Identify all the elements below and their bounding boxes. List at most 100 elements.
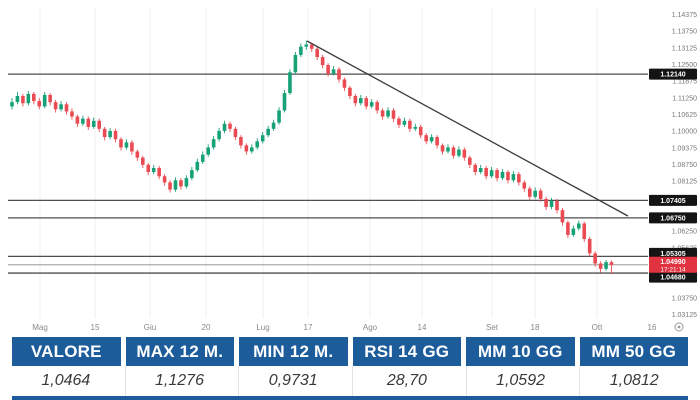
candle-body (108, 130, 112, 138)
candle-body (75, 116, 80, 124)
candle-body (538, 190, 543, 199)
candle-body (315, 48, 319, 58)
level-price-box (649, 212, 697, 224)
candle-body (119, 139, 123, 148)
level-price-box-label: 1.12140 (660, 72, 685, 79)
candle-body (489, 170, 494, 177)
candle-body (478, 168, 483, 172)
candle-body (560, 210, 565, 223)
candle-body (26, 93, 31, 104)
table-value-cell: 1,0812 (579, 366, 689, 396)
current-price-box-time: 17:21:14 (660, 266, 686, 273)
candle-body (375, 102, 379, 111)
candle-body (271, 122, 276, 129)
candle-body (15, 96, 20, 103)
candle-body (533, 190, 537, 197)
table-header-cell: MIN 12 M. (239, 337, 348, 366)
candle-body (522, 182, 527, 189)
y-axis-tick-label: 1.06250 (672, 229, 697, 236)
candle-body (577, 223, 581, 229)
candle-body (184, 178, 189, 187)
candle-body (266, 128, 270, 136)
y-axis-tick-label: 1.14375 (672, 12, 697, 19)
candle-body (364, 98, 369, 107)
candle-body (440, 145, 445, 152)
candle-body (517, 174, 521, 183)
candle-body (42, 94, 47, 107)
candle-body (468, 157, 472, 165)
level-price-box (649, 271, 697, 283)
level-price-box (649, 194, 697, 206)
level-price-box-label: 1.07405 (660, 198, 685, 205)
candle-body (157, 168, 161, 177)
y-axis-tick-label: 1.03750 (672, 295, 697, 302)
x-axis-label: Set (486, 323, 499, 332)
candle-body (146, 164, 151, 172)
y-axis-tick-label: 1.10000 (672, 129, 697, 136)
candle-body (222, 123, 227, 131)
candle-body (277, 110, 281, 123)
table-value-cell: 1,0592 (465, 366, 575, 396)
candle-body (53, 102, 58, 110)
candle-body (70, 111, 74, 117)
candle-body (544, 198, 548, 207)
candle-body (604, 262, 608, 269)
candle-body (353, 96, 358, 104)
current-price-box-value: 1.04990 (660, 259, 685, 266)
candle-body (21, 96, 25, 104)
candle-body (260, 135, 265, 142)
candle-body (435, 137, 439, 146)
candle-body (59, 104, 63, 110)
candle-body (113, 130, 118, 140)
candle-body (484, 168, 488, 177)
y-axis-tick-label: 1.12500 (672, 62, 697, 69)
x-axis-label: 17 (304, 323, 313, 332)
candle-body (446, 147, 450, 152)
candle-body (130, 142, 134, 152)
candle-body (293, 54, 298, 73)
x-axis-label: 15 (91, 323, 100, 332)
gear-icon-dot[interactable] (677, 325, 681, 329)
trendline (306, 40, 629, 217)
level-price-box-label: 1.05305 (660, 251, 685, 258)
candle-body (386, 110, 390, 117)
current-price-box (649, 256, 697, 273)
table-value-cell: 28,70 (352, 366, 461, 396)
candle-body (598, 263, 603, 269)
candle-body (571, 228, 576, 235)
level-price-box-label: 1.06750 (660, 215, 685, 222)
gear-icon[interactable] (674, 322, 684, 332)
candle-body (402, 120, 407, 125)
candle-body (151, 168, 156, 172)
candle-body (511, 174, 516, 181)
candle-body (173, 180, 178, 190)
candle-body (566, 222, 570, 235)
candle-body (320, 57, 325, 66)
table-header-cell: MAX 12 M. (125, 337, 234, 366)
candle-body (102, 128, 107, 138)
candle-body (211, 139, 216, 148)
candle-body (288, 72, 292, 94)
y-axis-tick-label: 1.11250 (672, 95, 697, 102)
candle-body (64, 104, 69, 112)
table-value-cell: 1,0464 (12, 366, 120, 396)
candle-body (135, 151, 140, 158)
y-axis-tick-label: 1.10625 (672, 112, 697, 119)
table-value-cell: 1,1276 (124, 366, 234, 396)
x-axis-label: Ago (363, 323, 378, 332)
candle-body (380, 110, 385, 117)
candle-body (32, 93, 36, 102)
level-price-box (649, 68, 697, 80)
candle-body (527, 188, 532, 197)
quote-summary-table: VALORE MAX 12 M. MIN 12 M. RSI 14 GG MM 10 G… (12, 337, 689, 400)
y-axis-tick-label: 1.13125 (672, 45, 697, 52)
candle-body (217, 130, 221, 140)
x-axis-label: 20 (202, 323, 211, 332)
candle-body (555, 200, 559, 211)
candle-body (141, 157, 145, 165)
x-axis-label: Lug (256, 323, 269, 332)
candle-body (239, 137, 243, 146)
candle-body (429, 137, 434, 142)
candle-body (233, 128, 238, 138)
candle-body (418, 126, 423, 136)
